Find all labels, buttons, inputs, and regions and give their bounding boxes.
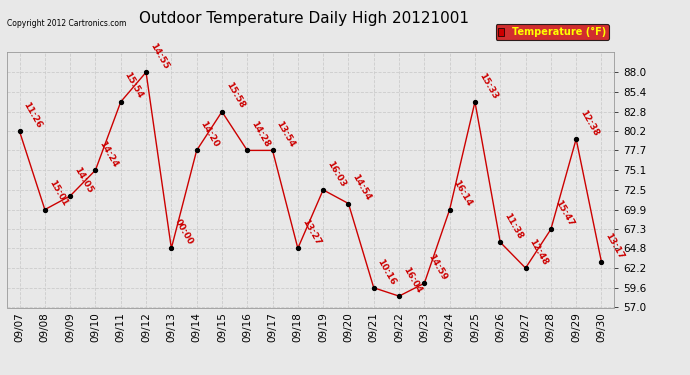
Text: 14:20: 14:20	[199, 120, 221, 149]
Point	[293, 245, 304, 251]
Text: 14:24: 14:24	[97, 139, 119, 169]
Text: 13:17: 13:17	[604, 231, 626, 261]
Point	[14, 128, 25, 134]
Text: 11:38: 11:38	[502, 211, 524, 241]
Point	[343, 201, 354, 207]
Text: 15:58: 15:58	[224, 81, 246, 110]
Text: 14:05: 14:05	[72, 165, 95, 194]
Point	[596, 259, 607, 265]
Point	[115, 99, 126, 105]
Point	[444, 207, 455, 213]
Text: 16:03: 16:03	[325, 159, 347, 188]
Point	[267, 147, 278, 153]
Point	[217, 109, 228, 115]
Text: 12:48: 12:48	[528, 237, 550, 267]
Text: 14:28: 14:28	[249, 120, 271, 149]
Point	[368, 285, 380, 291]
Point	[419, 280, 430, 286]
Text: 16:14: 16:14	[452, 178, 474, 208]
Text: 15:01: 15:01	[47, 179, 69, 208]
Text: 11:26: 11:26	[21, 100, 43, 130]
Text: 14:59: 14:59	[426, 252, 449, 282]
Point	[393, 293, 404, 299]
Point	[39, 207, 50, 213]
Point	[166, 245, 177, 251]
Text: 13:27: 13:27	[300, 217, 322, 247]
Point	[469, 99, 480, 105]
Point	[191, 147, 202, 153]
Text: 13:54: 13:54	[275, 120, 297, 149]
Text: 15:33: 15:33	[477, 71, 499, 100]
Text: 10:16: 10:16	[376, 257, 398, 286]
Text: 15:54: 15:54	[123, 71, 145, 100]
Text: 00:00: 00:00	[173, 218, 195, 247]
Point	[545, 226, 556, 232]
Legend: Temperature (°F): Temperature (°F)	[495, 24, 609, 40]
Text: 15:47: 15:47	[553, 198, 575, 228]
Point	[571, 136, 582, 142]
Text: Outdoor Temperature Daily High 20121001: Outdoor Temperature Daily High 20121001	[139, 11, 469, 26]
Point	[317, 187, 328, 193]
Point	[141, 69, 152, 75]
Point	[241, 147, 253, 153]
Point	[520, 265, 531, 271]
Text: 14:54: 14:54	[351, 172, 373, 202]
Text: 14:55: 14:55	[148, 41, 170, 71]
Text: Copyright 2012 Cartronics.com: Copyright 2012 Cartronics.com	[7, 20, 126, 28]
Point	[495, 239, 506, 245]
Text: 12:38: 12:38	[578, 108, 600, 138]
Point	[65, 193, 76, 199]
Text: 16:04: 16:04	[401, 265, 423, 295]
Point	[90, 167, 101, 173]
